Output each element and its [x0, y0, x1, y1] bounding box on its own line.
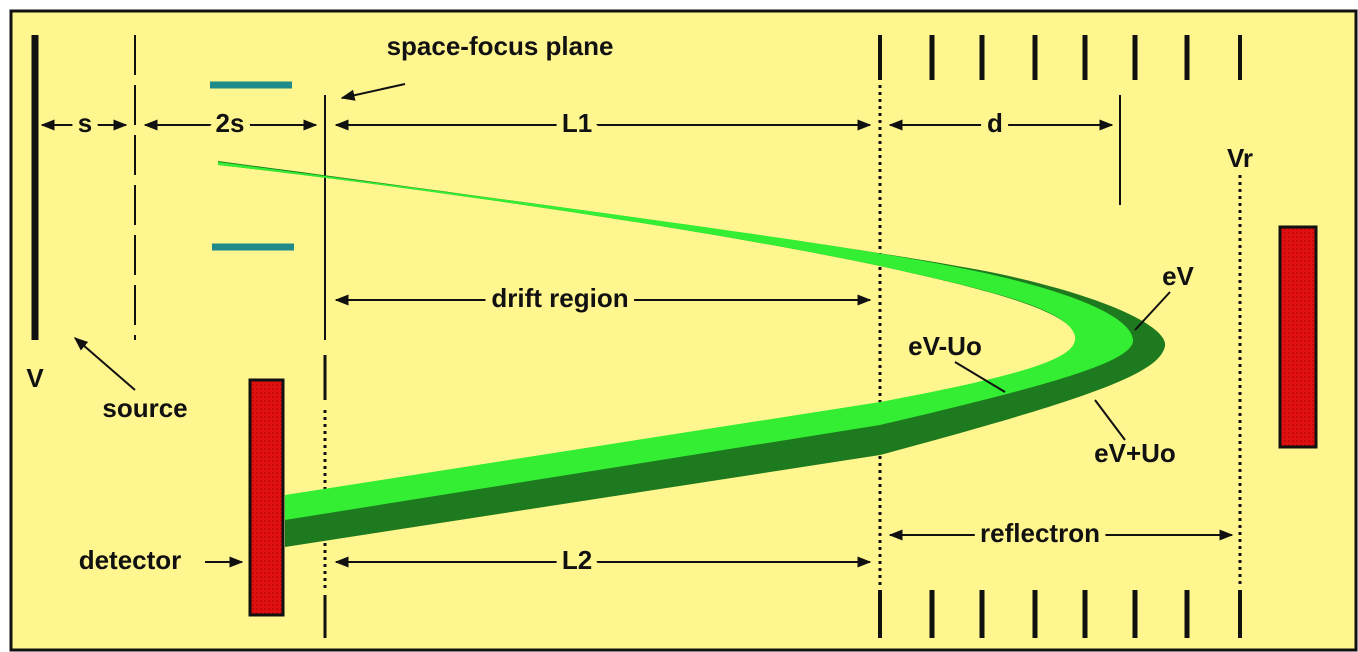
label: s [78, 108, 92, 138]
pointer-arrow [73, 337, 136, 391]
label: Vr [1227, 143, 1253, 173]
label: L1 [562, 108, 592, 138]
pointer-arrow [340, 83, 406, 101]
label: detector [79, 545, 182, 575]
label: eV [1162, 261, 1194, 291]
label: space-focus plane [387, 31, 614, 61]
label: drift region [491, 283, 628, 313]
label: 2s [216, 108, 245, 138]
label: eV-Uo [908, 331, 982, 361]
label: source [102, 393, 187, 423]
reflectron-plate [1278, 225, 1318, 449]
pointer-line [954, 361, 1006, 393]
pointer-line [1134, 291, 1171, 331]
label: d [987, 108, 1003, 138]
ion-path-low-energy [218, 162, 1134, 520]
label: eV+Uo [1094, 438, 1176, 468]
label: V [26, 363, 44, 393]
label: L2 [562, 545, 592, 575]
detector-plate [248, 378, 285, 617]
pointer-line [1094, 399, 1126, 441]
reflectron-rings [929, 35, 1190, 638]
label: reflectron [980, 518, 1100, 548]
